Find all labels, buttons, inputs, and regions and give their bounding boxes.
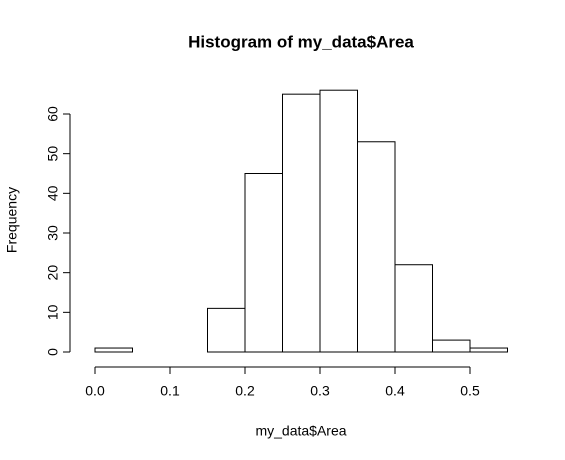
y-tick-label: 0: [45, 348, 61, 356]
x-tick-label: 0.4: [385, 383, 405, 399]
y-tick-label: 20: [45, 265, 61, 281]
bar: [94, 347, 133, 353]
y-tick-label: 40: [45, 185, 61, 201]
x-tick-label: 0.1: [160, 383, 180, 399]
chart-title: Histogram of my_data$Area: [188, 32, 414, 51]
x-tick-label: 0.0: [85, 383, 105, 399]
bar: [282, 93, 321, 353]
bar: [319, 89, 358, 353]
x-tick-label: 0.5: [460, 383, 480, 399]
bar: [244, 173, 283, 353]
bar: [432, 339, 471, 353]
x-axis-label: my_data$Area: [255, 423, 346, 439]
y-tick-label: 60: [45, 106, 61, 122]
y-axis-label: Frequency: [4, 187, 20, 253]
bar: [357, 141, 396, 353]
y-tick-label: 30: [45, 225, 61, 241]
x-tick-label: 0.3: [310, 383, 330, 399]
bar: [469, 347, 508, 353]
bar: [207, 307, 246, 353]
x-tick-label: 0.2: [235, 383, 255, 399]
y-tick-label: 50: [45, 146, 61, 162]
y-tick-label: 10: [45, 304, 61, 320]
bar: [394, 264, 433, 353]
